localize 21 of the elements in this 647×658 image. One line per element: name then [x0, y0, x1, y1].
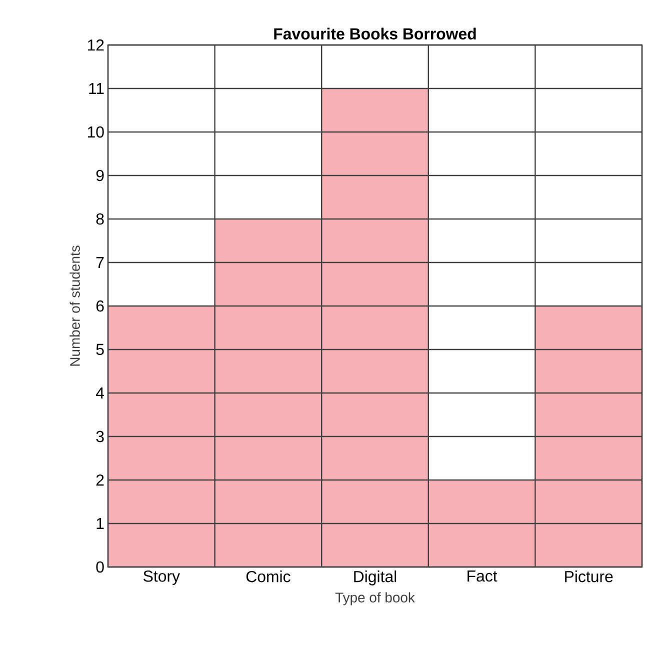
- y-tick-label: 9: [96, 170, 104, 182]
- y-tick-label: 6: [96, 300, 104, 312]
- x-tick-label: Story: [144, 570, 180, 585]
- x-tick-label: Picture: [565, 570, 613, 582]
- y-tick-label: 10: [88, 126, 104, 138]
- x-tick-label: Fact: [468, 570, 498, 582]
- y-tick-label: 2: [96, 474, 104, 486]
- x-axis-title: Type of book: [335, 592, 415, 606]
- y-tick-label: 1: [96, 518, 104, 529]
- y-tick-label: 4: [96, 388, 104, 398]
- y-tick-label: 8: [96, 213, 104, 225]
- y-axis-title: Number of students: [70, 246, 80, 366]
- y-tick-label: 7: [96, 257, 104, 268]
- chart-title: Favourite Books Borrowed: [274, 28, 476, 40]
- y-tick-label: 5: [96, 344, 104, 356]
- x-tick-label: Digital: [354, 570, 396, 586]
- y-tick-label: 3: [96, 430, 104, 442]
- x-tick-label: Comic: [246, 570, 290, 582]
- y-tick-label: 12: [88, 39, 104, 51]
- y-tick-label: 0: [96, 561, 104, 573]
- y-tick-label: 11: [89, 83, 104, 94]
